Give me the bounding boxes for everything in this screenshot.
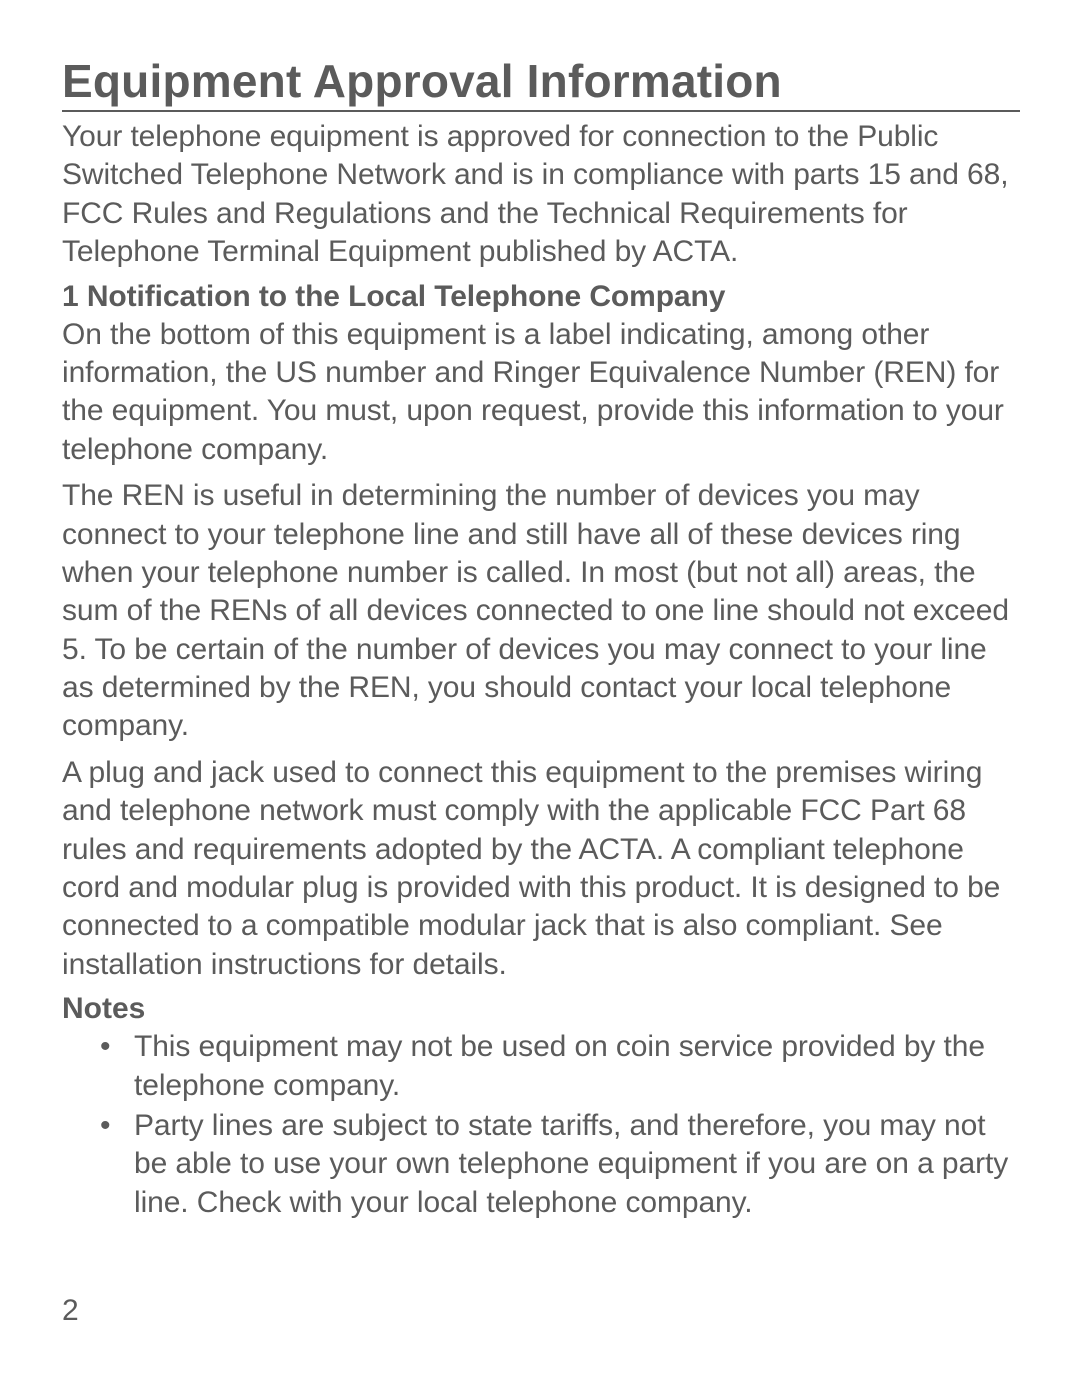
section-1-heading: 1 Notification to the Local Telephone Co…	[62, 280, 1020, 314]
notes-list: This equipment may not be used on coin s…	[62, 1028, 1020, 1222]
page-number: 2	[62, 1294, 79, 1328]
list-item: Party lines are subject to state tariffs…	[134, 1107, 1020, 1222]
paragraph-1: On the bottom of this equipment is a lab…	[62, 316, 1020, 470]
page-title: Equipment Approval Information	[62, 54, 1020, 112]
notes-heading: Notes	[62, 992, 1020, 1026]
paragraph-2: The REN is useful in determining the num…	[62, 477, 1020, 746]
list-item: This equipment may not be used on coin s…	[134, 1028, 1020, 1105]
paragraph-3: A plug and jack used to connect this equ…	[62, 754, 1020, 984]
intro-paragraph: Your telephone equipment is approved for…	[62, 118, 1020, 272]
